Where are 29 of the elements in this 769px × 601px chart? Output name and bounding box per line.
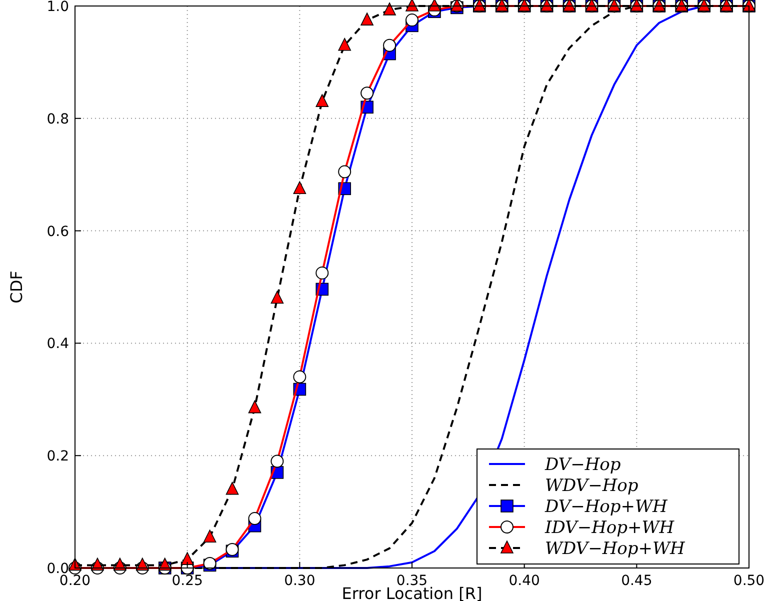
point xyxy=(383,2,396,16)
legend-label: DV−Hop+WH xyxy=(544,497,669,517)
point xyxy=(316,94,329,107)
y-tick-label: 0.2 xyxy=(46,448,69,465)
point xyxy=(226,482,239,495)
legend-label: WDV−Hop xyxy=(545,476,638,496)
x-tick-label: 0.40 xyxy=(508,573,540,589)
point xyxy=(248,400,262,414)
point xyxy=(428,0,441,12)
x-tick-label: 0.25 xyxy=(172,573,203,589)
point xyxy=(180,552,194,565)
point xyxy=(203,530,216,542)
legend-label: DV−Hop xyxy=(544,455,621,475)
y-tick-label: 1.0 xyxy=(46,0,69,15)
point xyxy=(406,0,418,12)
legend-label: IDV−Hop+WH xyxy=(544,518,676,538)
x-tick-label: 0.30 xyxy=(284,573,316,589)
x-tick-label: 0.45 xyxy=(621,573,652,589)
x-tick-label: 0.50 xyxy=(733,573,765,589)
y-tick-label: 0.6 xyxy=(46,224,70,240)
point xyxy=(338,38,351,51)
point xyxy=(270,290,284,304)
point xyxy=(360,12,374,26)
legend-label: WDV−Hop+WH xyxy=(545,539,686,559)
x-tick-label: 0.20 xyxy=(59,573,91,589)
y-tick-label: 0.4 xyxy=(46,336,70,352)
y-tick-label: 0.8 xyxy=(46,111,69,128)
point xyxy=(293,181,306,194)
y-axis-title: CDF xyxy=(7,270,26,304)
